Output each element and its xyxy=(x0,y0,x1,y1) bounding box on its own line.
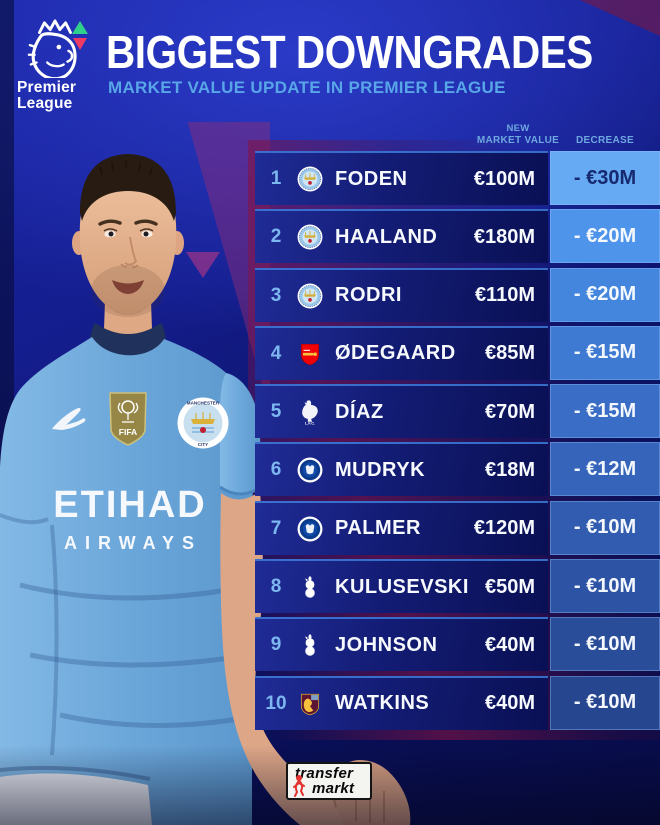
rank-label: 8 xyxy=(270,576,282,598)
table-row-main: 7 PALMER €120M xyxy=(255,500,548,555)
liverpool-badge-icon: L.F.C. xyxy=(297,399,323,425)
svg-text:CITY: CITY xyxy=(198,442,208,447)
table-row: 7 PALMER €120M - €10M xyxy=(255,500,660,555)
rank-label: 5 xyxy=(270,401,282,423)
market-value: €70M xyxy=(484,400,535,423)
market-value: €40M xyxy=(484,692,535,715)
table-row-main: 5 L.F.C. DÍAZ €70M xyxy=(255,384,548,439)
player-name: RODRI xyxy=(335,284,402,307)
market-value: €18M xyxy=(484,458,535,481)
transfermarkt-logo: transfer markt xyxy=(286,762,372,800)
market-value: €50M xyxy=(484,575,535,598)
page-title: BIGGEST DOWNGRADES xyxy=(106,26,593,78)
table-row-main: 8 KULUSEVSKI €50M xyxy=(255,559,548,614)
premier-league-lion-icon xyxy=(27,19,77,78)
svg-text:FIFA: FIFA xyxy=(119,427,137,437)
man-city-badge-icon xyxy=(297,224,323,250)
upgrade-arrow-icon xyxy=(72,21,88,34)
player-name: FODEN xyxy=(335,167,408,190)
decrease-cell: - €20M xyxy=(550,267,660,322)
league-label: League xyxy=(17,94,73,112)
decrease-cell: - €10M xyxy=(550,617,660,672)
table-row: 2 HAALAND €180M - €20M xyxy=(255,209,660,264)
table-row: 6 MUDRYK €18M - €12M xyxy=(255,442,660,497)
transfermarkt-word-bottom: markt xyxy=(312,780,355,797)
table-row: 9 JOHNSON €40M - €10M xyxy=(255,617,660,672)
decrease-cell: - €20M xyxy=(550,209,660,264)
decrease-cell: - €15M xyxy=(550,325,660,380)
table-row: 5 L.F.C. DÍAZ €70M - €15M xyxy=(255,384,660,439)
svg-text:L.F.C.: L.F.C. xyxy=(305,421,315,426)
player-name: PALMER xyxy=(335,517,421,540)
shirt-sponsor-line1: ETIHAD xyxy=(53,484,206,526)
player-name: ØDEGAARD xyxy=(335,342,456,365)
market-value: €180M xyxy=(473,225,535,248)
arsenal-badge-icon xyxy=(297,341,323,367)
market-value: €110M xyxy=(474,284,535,307)
rank-label: 9 xyxy=(270,634,282,656)
man-city-badge-icon xyxy=(297,166,323,192)
transfermarkt-player-icon xyxy=(293,775,305,797)
transfermarkt-word-top: transfer xyxy=(295,765,354,782)
man-city-badge-icon: MANCHESTER CITY xyxy=(177,397,229,449)
man-city-badge-icon xyxy=(297,283,323,309)
column-header-new: NEW xyxy=(506,123,530,134)
premier-label: Premier xyxy=(17,79,77,96)
rank-label: 4 xyxy=(270,342,282,364)
decrease-cell: - €10M xyxy=(550,500,660,555)
downgrade-arrow-icon xyxy=(73,38,87,50)
rank-label: 10 xyxy=(265,692,287,714)
table-row-main: 3 RODRI €110M xyxy=(255,267,548,322)
player-name: HAALAND xyxy=(335,225,438,248)
page-subtitle: MARKET VALUE UPDATE IN PREMIER LEAGUE xyxy=(108,78,506,97)
svg-text:MANCHESTER: MANCHESTER xyxy=(187,401,220,406)
market-value: €100M xyxy=(473,167,535,190)
rank-label: 3 xyxy=(270,284,282,306)
chelsea-badge-icon xyxy=(297,516,323,542)
rank-label: 6 xyxy=(270,459,282,481)
chelsea-badge-icon xyxy=(297,457,323,483)
decrease-cell: - €12M xyxy=(550,442,660,497)
table-row: 3 RODRI €110M - €20M xyxy=(255,267,660,322)
decrease-cell: - €10M xyxy=(550,675,660,730)
player-name: DÍAZ xyxy=(335,400,384,423)
rank-label: 7 xyxy=(270,517,282,539)
decrease-cell: - €30M xyxy=(550,151,660,205)
shirt-sponsor-line2: AIRWAYS xyxy=(64,533,202,553)
tottenham-badge-icon xyxy=(297,574,323,600)
player-name: WATKINS xyxy=(335,692,430,715)
table-row-main: 9 JOHNSON €40M xyxy=(255,617,548,672)
puma-logo-icon xyxy=(52,407,86,430)
market-value: €40M xyxy=(484,633,535,656)
tottenham-badge-icon xyxy=(297,632,323,658)
background-pink-triangle xyxy=(186,252,220,278)
table-row: 8 KULUSEVSKI €50M - €10M xyxy=(255,559,660,614)
table-row-main: 10 WATKINS €40M xyxy=(255,675,548,730)
market-value: €120M xyxy=(473,517,535,540)
rank-label: 1 xyxy=(270,168,282,189)
table-row-main: 1 FODEN €100M xyxy=(255,151,548,205)
decrease-cell: - €10M xyxy=(550,559,660,614)
aston-villa-badge-icon xyxy=(297,691,323,717)
table-row-main: 4 ØDEGAARD €85M xyxy=(255,325,548,380)
player-name: MUDRYK xyxy=(335,458,426,481)
player-name: JOHNSON xyxy=(335,633,438,656)
player-name: KULUSEVSKI xyxy=(335,575,469,598)
premier-league-wordmark: Premier League xyxy=(17,80,76,111)
column-header-market-value: MARKET VALUE xyxy=(476,135,560,146)
column-header-decrease: DECREASE xyxy=(576,135,634,146)
fifa-club-world-cup-badge-icon: FIFA xyxy=(109,392,147,446)
table-row: 4 ØDEGAARD €85M - €15M xyxy=(255,325,660,380)
table-row-main: 6 MUDRYK €18M xyxy=(255,442,548,497)
table-row-main: 2 HAALAND €180M xyxy=(255,209,548,264)
table-rows: 1 FODEN €100M - €30M 2 HAALAND €180M - €… xyxy=(255,151,660,734)
rank-label: 2 xyxy=(270,226,282,248)
decrease-cell: - €15M xyxy=(550,384,660,439)
table-row: 1 FODEN €100M - €30M xyxy=(255,151,660,205)
table-row: 10 WATKINS €40M - €10M xyxy=(255,675,660,730)
market-value: €85M xyxy=(484,342,535,365)
